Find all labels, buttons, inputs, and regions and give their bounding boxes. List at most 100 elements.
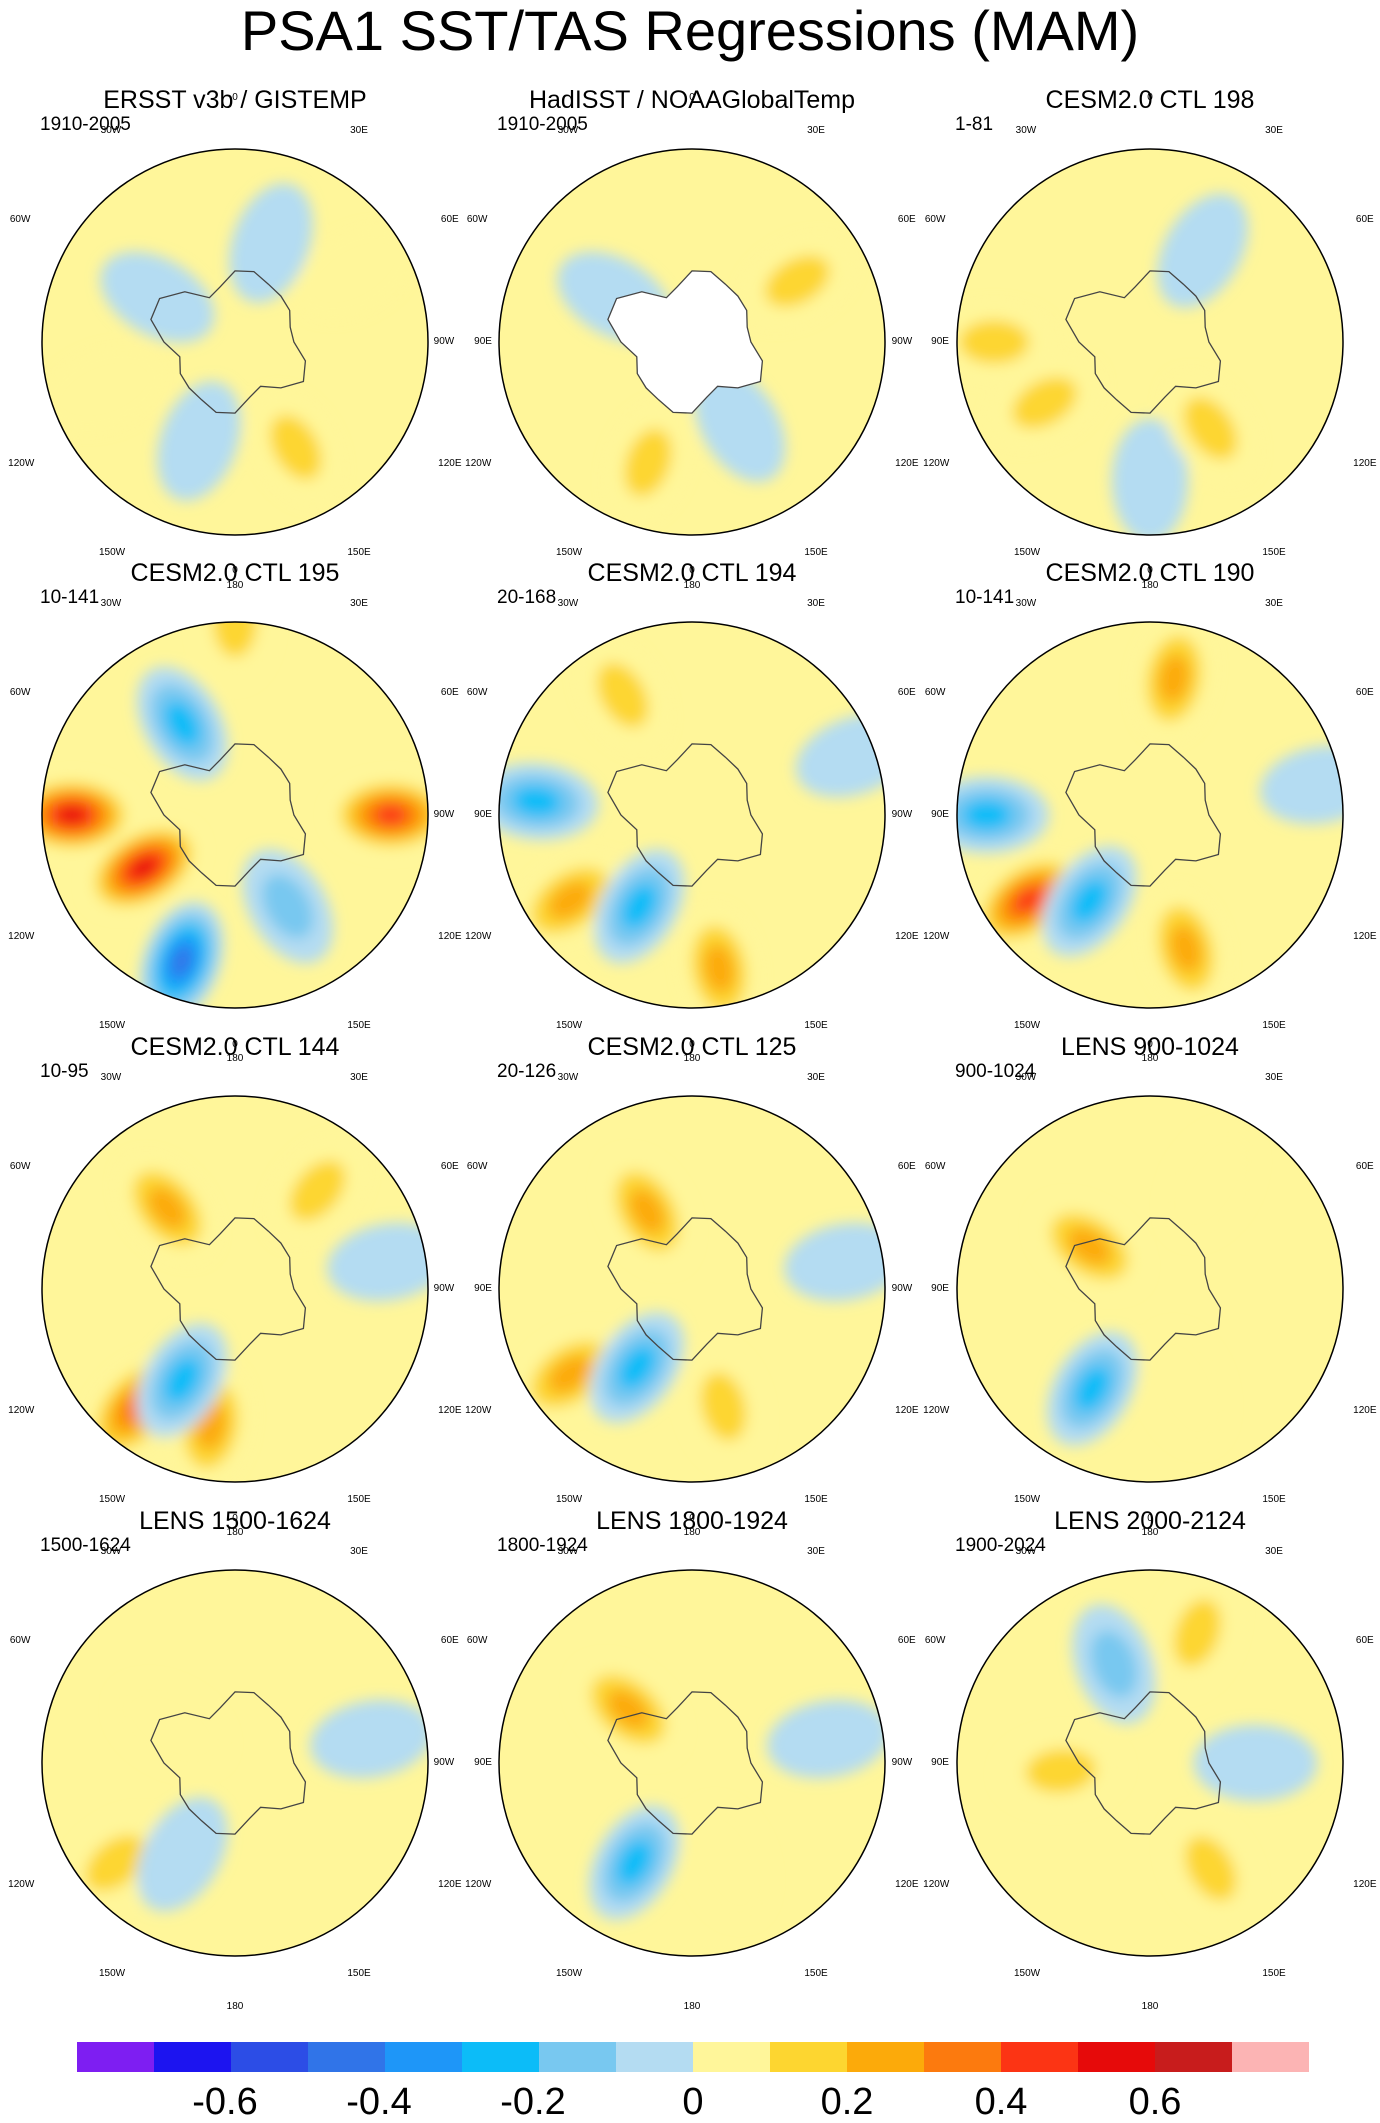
colorbar-swatch [231,2042,308,2072]
panel-title: ERSST v3b / GISTEMP [103,86,367,114]
longitude-tick-label: 30E [350,597,368,609]
longitude-tick-label: 120W [8,1879,35,1891]
contour-blob [309,1699,428,1779]
longitude-tick-label: 180 [1141,580,1159,592]
longitude-tick-label: 0 [232,91,238,103]
colorbar-swatch [693,2042,770,2072]
contour-blob [765,255,830,307]
longitude-tick-label: 150W [98,1968,126,1980]
antarctica-coastline [607,1217,764,1361]
contour-blob [512,786,562,817]
longitude-tick-label: 150E [804,547,828,559]
longitude-tick-label: 30W [557,1071,579,1083]
contour-blob [164,1357,201,1403]
longitude-tick-label: 120E [438,458,462,470]
contour-blob [1074,1366,1111,1412]
colorbar-swatch [308,2042,385,2072]
longitude-tick-label: 180 [226,1053,244,1065]
longitude-tick-label: 120W [923,458,950,470]
panel-title: CESM2.0 CTL 194 [587,559,797,587]
longitude-tick-label: 120E [1353,1405,1377,1417]
panel-period-label: 1900-2024 [955,1535,1046,1556]
colorbar-swatch [1001,2042,1078,2072]
polar-map [41,148,429,536]
panel-period-label: 1800-1924 [497,1535,588,1556]
contour-blob [959,320,1030,364]
polar-map [498,1095,886,1483]
longitude-tick-label: 150W [555,1968,583,1980]
longitude-tick-label: 180 [226,580,244,592]
antarctica-coastline [1065,743,1222,887]
longitude-tick-label: 150W [1013,1494,1041,1506]
contour-blob [171,946,192,977]
map-border [41,621,429,1009]
colorbar-tick-label: 0 [682,2081,704,2123]
polar-map [498,148,886,536]
longitude-tick-label: 30E [807,1071,825,1083]
longitude-tick-label: 150E [804,1020,828,1032]
antarctica-coastline [607,743,764,887]
colorbar-tick-label: -0.6 [192,2081,258,2123]
panel-title: LENS 1800-1924 [596,1507,788,1535]
longitude-tick-label: 60W [9,1634,31,1646]
longitude-tick-label: 180 [683,1527,701,1539]
contour-blob [784,1222,885,1302]
panel-period-label: 900-1024 [955,1061,1036,1082]
contour-blob [229,183,313,303]
colorbar-tick-label: -0.2 [500,2081,566,2123]
contour-blob [1090,1630,1138,1698]
longitude-tick-label: 150E [1262,1020,1286,1032]
contour-blob [1067,1227,1112,1266]
longitude-tick-label: 60E [440,1160,459,1172]
antarctica-coastline [1065,1691,1222,1835]
contour-blob [962,799,1012,831]
longitude-tick-label: 60E [1355,1634,1374,1646]
longitude-tick-label: 120E [895,1405,919,1417]
contour-blob [1012,377,1077,429]
contour-blob [136,1797,228,1912]
contour-blob [1144,1328,1228,1448]
longitude-tick-label: 30E [1265,1545,1283,1557]
longitude-tick-label: 120W [465,458,492,470]
longitude-tick-label: 60W [9,213,31,225]
contour-blob [85,1835,146,1892]
background-field [42,622,428,1008]
longitude-tick-label: 150E [347,547,371,559]
longitude-tick-label: 60W [466,1160,488,1172]
longitude-tick-label: 30W [100,1545,122,1557]
longitude-tick-label: 60W [466,1634,488,1646]
background-field [957,1096,1343,1482]
contour-blob [1259,745,1343,825]
longitude-tick-label: 180 [683,2001,701,2013]
longitude-tick-label: 60W [924,1160,946,1172]
longitude-tick-label: 60E [440,1634,459,1646]
longitude-tick-label: 0 [1147,1512,1153,1524]
longitude-tick-label: 60W [924,213,946,225]
longitude-tick-label: 60W [924,686,946,698]
longitude-tick-label: 90W [433,809,455,820]
panel-period-label: 10-95 [40,1061,89,1082]
map-border [956,621,1344,1009]
contour-blob [1169,924,1202,973]
panel-title: CESM2.0 CTL 190 [1045,559,1255,587]
map-border [498,1095,886,1483]
longitude-tick-label: 60W [9,686,31,698]
longitude-tick-label: 150E [804,1494,828,1506]
longitude-tick-label: 30E [1265,1071,1283,1083]
longitude-tick-label: 30W [1015,1071,1037,1083]
longitude-tick-label: 120W [8,1405,35,1417]
contour-blob [624,428,672,497]
longitude-tick-label: 150W [1013,1020,1041,1032]
contour-blob [548,881,592,920]
longitude-tick-label: 150W [555,547,583,559]
longitude-tick-label: 0 [1147,1038,1153,1050]
contour-blob [616,1840,653,1886]
map-border [41,1569,429,1957]
longitude-tick-label: 180 [1141,1527,1159,1539]
antarctica-coastline [150,270,307,414]
longitude-tick-label: 60E [897,213,916,225]
longitude-tick-label: 120W [923,1405,950,1417]
map-border [498,148,886,536]
antarctica-coastline [150,1217,307,1361]
contour-blob [45,347,165,432]
